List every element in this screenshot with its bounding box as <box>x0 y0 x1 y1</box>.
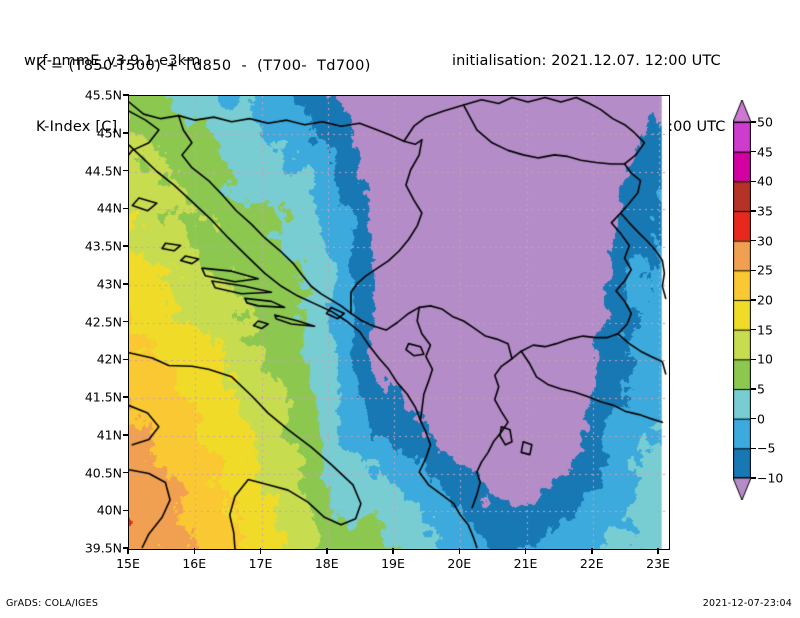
formula-text: K = (T850-T500) + Td850 - (T700- Td700) <box>36 58 371 74</box>
colorbar-tick-6 <box>751 299 756 301</box>
colorbar-label-7: 25 <box>757 262 773 278</box>
ytick-label-6: 42.5N <box>84 314 122 329</box>
ytick-label-10: 44.5N <box>84 163 122 178</box>
colorbar-label-8: 30 <box>757 233 773 249</box>
ytick-label-0: 39.5N <box>84 540 122 556</box>
colorbar-tick-7 <box>751 269 756 271</box>
ytick-label-8: 43.5N <box>84 238 122 254</box>
colorbar-tick-1 <box>751 447 756 449</box>
colorbar: −10 −5 0 5 10 15 20 25 30 35 40 45 50 <box>733 100 783 500</box>
ytick-label-9: 44N <box>96 200 122 216</box>
colorbar-label-2: 0 <box>757 411 765 427</box>
map-overlay-canvas <box>129 96 669 549</box>
colorbar-tick-10 <box>751 180 756 182</box>
colorbar-label-1: −5 <box>757 440 776 456</box>
xtick-label-8: 23E <box>646 556 670 571</box>
header-left-block: wrf-nmmE_v3.9.1-e3km K-Index [C] <box>24 6 201 160</box>
ytick-label-5: 42N <box>96 351 122 367</box>
xtick-label-3: 18E <box>314 556 339 571</box>
colorbar-tick-0 <box>751 477 756 479</box>
xtick-label-2: 17E <box>248 556 273 571</box>
ytick-label-1: 40N <box>96 502 122 518</box>
xtick-label-6: 21E <box>513 556 538 571</box>
field-name: K-Index [C] <box>36 119 118 135</box>
colorbar-tick-2 <box>751 418 756 420</box>
ytick-label-3: 41N <box>96 427 122 443</box>
colorbar-label-4: 10 <box>757 351 773 367</box>
ytick-label-7: 43N <box>96 276 122 292</box>
xtick-label-4: 19E <box>381 556 405 571</box>
ytick-label-4: 41.5N <box>84 389 122 405</box>
colorbar-label-3: 5 <box>757 381 765 397</box>
ytick-label-2: 40.5N <box>84 465 122 480</box>
xtick-label-5: 20E <box>447 556 472 571</box>
footer-credit: GrADS: COLA/IGES <box>6 598 99 609</box>
colorbar-label-11: 45 <box>757 144 773 160</box>
colorbar-tick-3 <box>751 388 756 390</box>
footer-timestamp: 2021-12-07-23:04 <box>702 598 792 609</box>
map-plot-area <box>128 95 670 550</box>
colorbar-tick-11 <box>751 151 756 153</box>
colorbar-tick-12 <box>751 121 756 123</box>
colorbar-label-0: −10 <box>757 470 784 486</box>
colorbar-tick-8 <box>751 240 756 242</box>
colorbar-tick-5 <box>751 329 756 331</box>
model-name: wrf-nmmE_v3.9.1-e3km <box>24 53 201 69</box>
colorbar-tick-4 <box>751 358 756 360</box>
colorbar-label-6: 20 <box>757 292 773 308</box>
colorbar-label-12: 50 <box>757 114 773 130</box>
colorbar-tick-9 <box>751 210 756 212</box>
colorbar-canvas <box>733 100 751 500</box>
colorbar-label-5: 15 <box>757 322 773 338</box>
initialisation-time: initialisation: 2021.12.07. 12:00 UTC <box>452 53 721 69</box>
xtick-label-1: 16E <box>182 556 207 571</box>
colorbar-label-9: 35 <box>757 203 773 219</box>
colorbar-label-10: 40 <box>757 173 773 189</box>
xtick-label-7: 22E <box>579 556 604 571</box>
xtick-label-0: 15E <box>116 556 140 571</box>
